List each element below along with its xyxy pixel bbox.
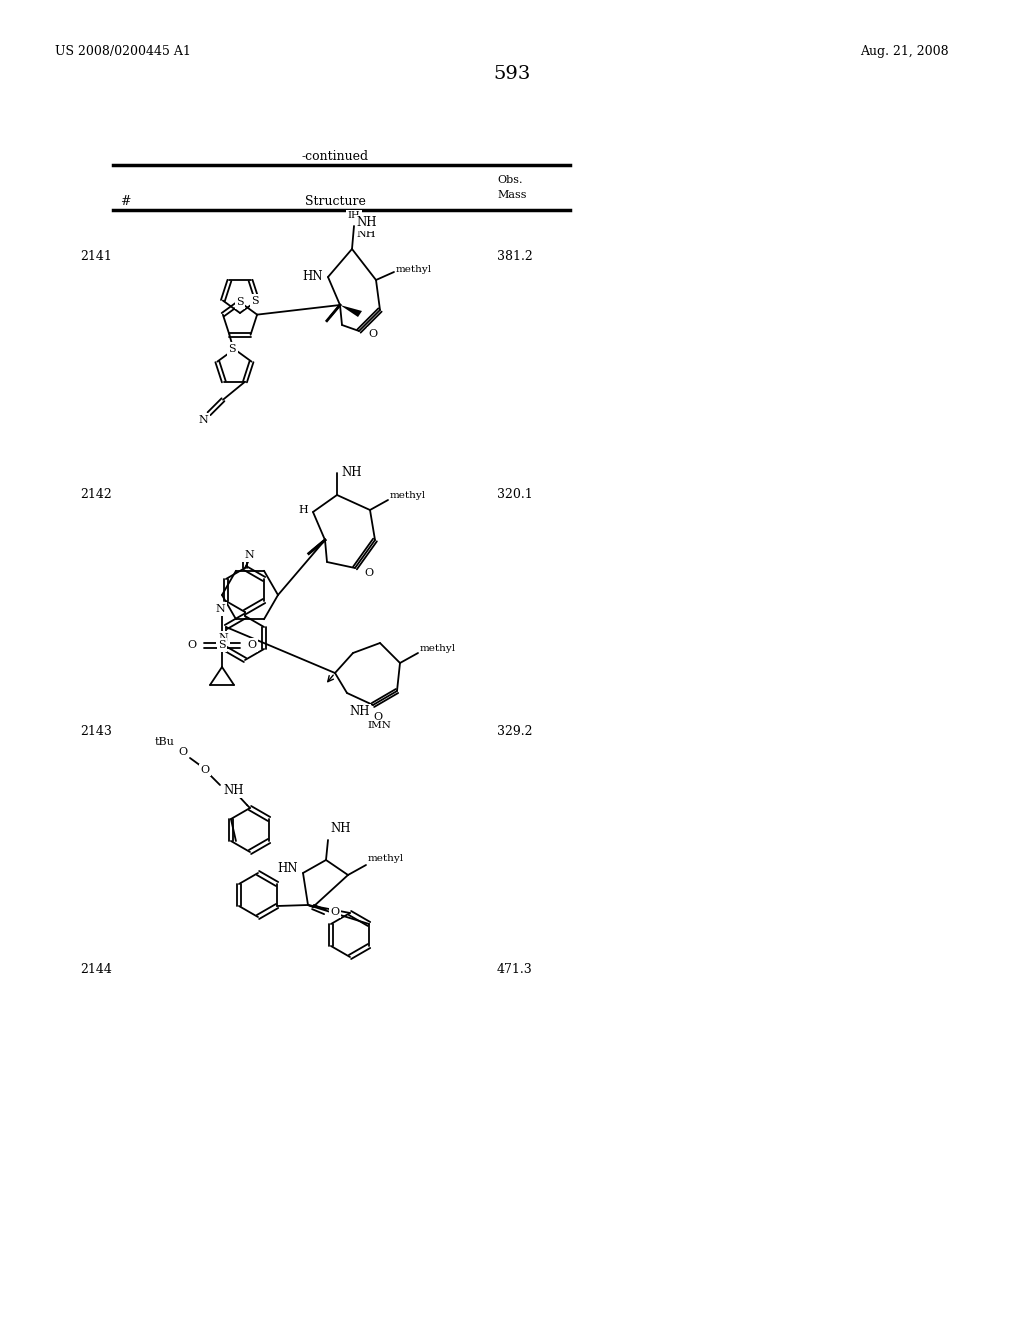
Text: NH: NH: [349, 705, 370, 718]
Text: Obs.: Obs.: [497, 176, 522, 185]
Text: N: N: [215, 605, 225, 614]
Text: NH: NH: [223, 784, 244, 796]
Text: N: N: [244, 550, 254, 560]
Text: O: O: [365, 568, 374, 578]
Text: 471.3: 471.3: [497, 964, 532, 975]
Text: NH: NH: [356, 228, 376, 239]
Text: -continued: -continued: [301, 150, 369, 162]
Text: #: #: [120, 195, 130, 209]
Text: 2144: 2144: [80, 964, 112, 975]
Text: H: H: [298, 506, 308, 515]
Text: S: S: [218, 640, 226, 649]
Polygon shape: [340, 305, 362, 317]
Text: N: N: [218, 634, 228, 643]
Text: N: N: [198, 414, 208, 425]
Text: O: O: [331, 907, 340, 917]
Text: methyl: methyl: [390, 491, 426, 500]
Text: O: O: [248, 640, 257, 649]
Text: HN: HN: [278, 862, 298, 874]
Text: methyl: methyl: [396, 265, 432, 275]
Text: O: O: [178, 747, 187, 756]
Text: O: O: [369, 329, 378, 339]
Text: Structure: Structure: [304, 195, 366, 209]
Text: IMN: IMN: [367, 721, 391, 730]
Text: methyl: methyl: [368, 854, 404, 863]
Text: methyl: methyl: [420, 644, 456, 653]
Text: S: S: [251, 296, 259, 305]
Text: US 2008/0200445 A1: US 2008/0200445 A1: [55, 45, 190, 58]
Text: 381.2: 381.2: [497, 249, 532, 263]
Text: O: O: [201, 766, 210, 775]
Text: 2143: 2143: [80, 725, 112, 738]
Text: 329.2: 329.2: [497, 725, 532, 738]
Text: HN: HN: [302, 269, 323, 282]
Text: NH: NH: [341, 466, 361, 479]
Text: Aug. 21, 2008: Aug. 21, 2008: [860, 45, 948, 58]
Text: NH: NH: [356, 216, 377, 230]
Text: NH: NH: [330, 822, 350, 836]
Text: 593: 593: [494, 65, 530, 83]
Text: 320.1: 320.1: [497, 488, 532, 502]
Text: 2142: 2142: [80, 488, 112, 502]
Text: tBu: tBu: [155, 737, 175, 747]
Text: S: S: [237, 297, 244, 308]
Text: Mass: Mass: [497, 190, 526, 201]
Text: O: O: [187, 640, 197, 649]
Text: O: O: [374, 711, 383, 722]
Text: IH: IH: [348, 211, 360, 220]
Text: 2141: 2141: [80, 249, 112, 263]
Text: S: S: [228, 345, 237, 354]
